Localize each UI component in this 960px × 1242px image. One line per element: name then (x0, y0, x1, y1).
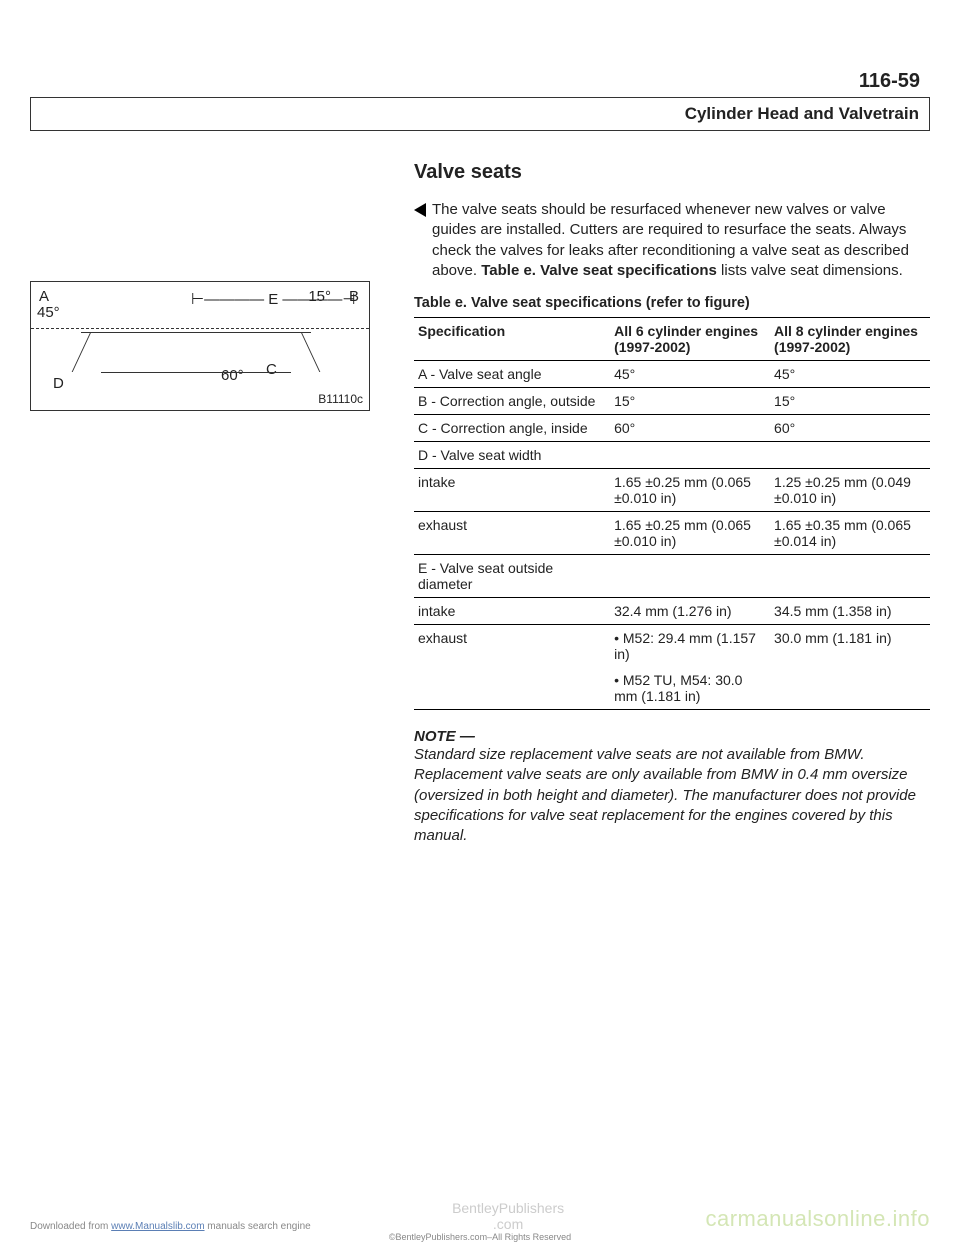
fig-label-D: D (53, 375, 64, 392)
fig-label-60: 60° (221, 367, 244, 384)
cell-6cyl (610, 442, 770, 469)
footer-center-1: BentleyPublishers (311, 1200, 706, 1216)
intro-tail: lists valve seat dimensions. (717, 262, 903, 279)
footer-left: Downloaded from www.Manualslib.com manua… (30, 1221, 311, 1232)
cell-6cyl: 32.4 mm (1.276 in) (610, 598, 770, 625)
page-number: 116-59 (30, 70, 920, 93)
fig-topedge (81, 332, 311, 333)
valve-seat-figure: A 45° ⊢———— E ————⊣ 15° B D 60° C B11110… (30, 281, 370, 411)
fig-leftangle (72, 332, 92, 372)
table-row: intake32.4 mm (1.276 in)34.5 mm (1.358 i… (414, 598, 930, 625)
fig-dashline (31, 328, 369, 329)
cell-spec: D - Valve seat width (414, 442, 610, 469)
page-footer: Downloaded from www.Manualslib.com manua… (30, 1200, 930, 1232)
cell-8cyl: 45° (770, 361, 930, 388)
cell-8cyl (770, 442, 930, 469)
fig-label-15: 15° (308, 288, 331, 305)
fig-bottomedge (101, 372, 291, 373)
content-area: A 45° ⊢———— E ————⊣ 15° B D 60° C B11110… (30, 161, 930, 846)
fig-label-45: 45° (37, 304, 60, 321)
cell-spec: C - Correction angle, inside (414, 415, 610, 442)
fig-label-C: C (266, 361, 277, 378)
fig-label-A: A (39, 288, 49, 305)
cell-6cyl: 45° (610, 361, 770, 388)
table-row: intake1.65 ±0.25 mm (0.065 ±0.010 in)1.2… (414, 469, 930, 512)
cell-8cyl: 60° (770, 415, 930, 442)
cell-spec: B - Correction angle, outside (414, 388, 610, 415)
col-6cyl: All 6 cylinder engines (1997-2002) (610, 318, 770, 361)
pointer-icon (414, 203, 426, 217)
table-row: C - Correction angle, inside60°60° (414, 415, 930, 442)
table-row: E - Valve seat outside diameter (414, 555, 930, 598)
copyright-line: ©BentleyPublishers.com–All Rights Reserv… (389, 1232, 571, 1242)
cell-spec: A - Valve seat angle (414, 361, 610, 388)
cell-6cyl: 15° (610, 388, 770, 415)
table-row: A - Valve seat angle45°45° (414, 361, 930, 388)
cell-8cyl: 1.25 ±0.25 mm (0.049 ±0.010 in) (770, 469, 930, 512)
footer-left-pre: Downloaded from (30, 1221, 111, 1232)
cell-8cyl: 34.5 mm (1.358 in) (770, 598, 930, 625)
cell-spec: intake (414, 598, 610, 625)
cell-spec: exhaust (414, 512, 610, 555)
figure-ref: B11110c (318, 392, 363, 406)
cell-spec: exhaust (414, 625, 610, 710)
footer-center: BentleyPublishers .com (311, 1200, 706, 1232)
note-heading: NOTE — (414, 728, 930, 745)
fig-label-B: B (349, 288, 359, 305)
footer-right: carmanualsonline.info (705, 1206, 930, 1232)
fig-rightangle (301, 332, 321, 372)
table-row: exhaustM52: 29.4 mm (1.157 in)M52 TU, M5… (414, 625, 930, 710)
table-header-row: Specification All 6 cylinder engines (19… (414, 318, 930, 361)
cell-spec: intake (414, 469, 610, 512)
footer-center-2: .com (311, 1216, 706, 1232)
right-column: Valve seats The valve seats should be re… (414, 161, 930, 846)
cell-8cyl (770, 555, 930, 598)
cell-6cyl: 1.65 ±0.25 mm (0.065 ±0.010 in) (610, 469, 770, 512)
cell-8cyl: 30.0 mm (1.181 in) (770, 625, 930, 710)
col-8cyl: All 8 cylinder engines (1997-2002) (770, 318, 930, 361)
cell-8cyl: 15° (770, 388, 930, 415)
footer-left-post: manuals search engine (205, 1221, 311, 1232)
cell-6cyl (610, 555, 770, 598)
manualslib-link[interactable]: www.Manualslib.com (111, 1221, 204, 1232)
intro-bold: Table e. Valve seat specifications (481, 262, 717, 279)
cell-6cyl: 60° (610, 415, 770, 442)
note-body: Standard size replacement valve seats ar… (414, 745, 930, 846)
table-row: B - Correction angle, outside15°15° (414, 388, 930, 415)
intro-paragraph: The valve seats should be resurfaced whe… (414, 200, 930, 281)
left-column: A 45° ⊢———— E ————⊣ 15° B D 60° C B11110… (30, 161, 390, 846)
cell-6cyl: 1.65 ±0.25 mm (0.065 ±0.010 in) (610, 512, 770, 555)
cell-spec: E - Valve seat outside diameter (414, 555, 610, 598)
spec-table: Specification All 6 cylinder engines (19… (414, 317, 930, 710)
cell-8cyl: 1.65 ±0.35 mm (0.065 ±0.014 in) (770, 512, 930, 555)
table-row: exhaust1.65 ±0.25 mm (0.065 ±0.010 in)1.… (414, 512, 930, 555)
table-title: Table e. Valve seat specifications (refe… (414, 295, 930, 311)
section-heading: Valve seats (414, 161, 930, 184)
cell-6cyl: M52: 29.4 mm (1.157 in)M52 TU, M54: 30.0… (610, 625, 770, 710)
table-row: D - Valve seat width (414, 442, 930, 469)
header-title: Cylinder Head and Valvetrain (30, 97, 930, 131)
col-spec: Specification (414, 318, 610, 361)
